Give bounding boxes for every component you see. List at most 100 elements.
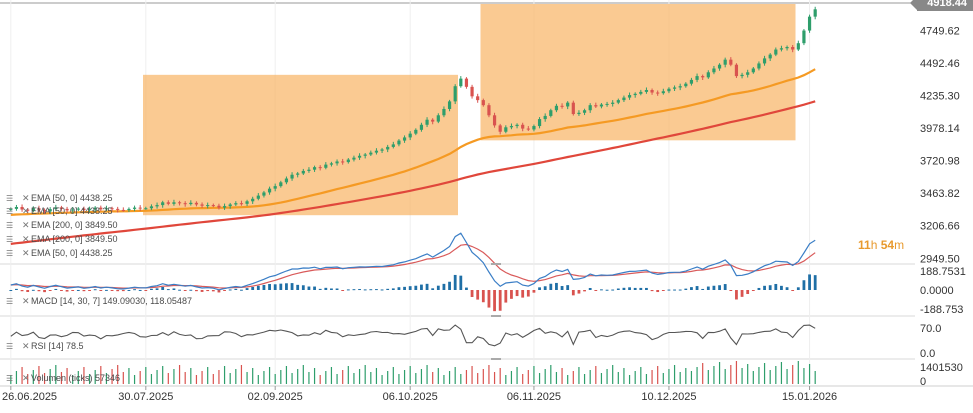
legend-ema-50-3[interactable]: ☰ ✕ EMA [50, 0] 4438.25: [6, 248, 113, 259]
candle-body: [59, 207, 64, 209]
volume-bar: [94, 370, 96, 384]
volume-bar: [657, 366, 659, 384]
candle-body: [701, 76, 705, 78]
macd-bar: [706, 286, 710, 290]
volume-bar: [392, 367, 394, 384]
candle-body: [419, 124, 424, 130]
volume-bar: [465, 370, 468, 384]
candle-body: [234, 203, 238, 205]
volume-bar: [702, 363, 704, 384]
macd-bar: [150, 288, 153, 290]
macd-bar: [296, 284, 300, 290]
date-tick-label: 06.10.2025: [383, 391, 438, 403]
macd-bar: [172, 288, 176, 290]
volume-bar: [167, 373, 169, 384]
candle-body: [622, 97, 626, 101]
volume-bar: [437, 368, 439, 384]
volume-bar: [797, 361, 799, 384]
candle-body: [414, 129, 418, 134]
price-tick-label: 3978.14: [920, 123, 960, 135]
menu-icon[interactable]: ☰: [6, 207, 13, 216]
legend-ema-200[interactable]: ☰ ✕ EMA [200, 0] 3849.50: [6, 220, 118, 231]
candle-body: [813, 9, 817, 17]
volume-bar: [381, 375, 383, 384]
menu-icon[interactable]: ☰: [6, 374, 13, 383]
candle-countdown: 11h 54m: [858, 238, 905, 252]
candle-body: [498, 125, 502, 132]
price-tick-label: 3463.82: [920, 188, 960, 200]
menu-icon[interactable]: ☰: [6, 194, 13, 203]
volume-bar: [150, 374, 153, 384]
macd-bar: [31, 289, 35, 291]
menu-icon[interactable]: ☰: [6, 342, 13, 351]
volume-bar: [325, 371, 327, 384]
candle-body: [318, 167, 322, 169]
close-icon[interactable]: ✕: [22, 296, 30, 306]
candle-body: [408, 133, 412, 138]
volume-bar: [398, 374, 400, 384]
candle-body: [239, 203, 244, 205]
candle-body: [76, 208, 80, 210]
date-tick-label: 02.09.2025: [248, 391, 303, 403]
volume-bar: [583, 374, 586, 384]
volume-bar: [747, 364, 749, 384]
macd-bar: [9, 290, 13, 291]
macd-bar: [54, 288, 58, 290]
candle-body: [425, 119, 429, 125]
candle-body: [774, 49, 778, 55]
highlight-zone-1: [143, 74, 458, 216]
volume-bar: [184, 372, 186, 384]
legend-ema-200-2[interactable]: ☰ ✕ EMA [200, 0] 3849.50: [6, 234, 118, 245]
volume-bar: [718, 362, 721, 384]
candle-body: [48, 209, 52, 212]
menu-icon[interactable]: ☰: [6, 249, 13, 258]
close-icon[interactable]: ✕: [22, 206, 30, 216]
close-icon[interactable]: ✕: [22, 220, 30, 230]
candle-body: [301, 170, 305, 174]
legend-ema-50[interactable]: ☰ ✕ EMA [50, 0] 4438.25: [6, 193, 113, 204]
candle-body: [768, 54, 772, 59]
macd-bar: [363, 289, 367, 291]
macd-bar: [268, 284, 271, 290]
candle-body: [110, 208, 114, 210]
macd-bar: [82, 290, 86, 292]
legend-ema-50-2[interactable]: ☰ ✕ EMA [50, 0] 4438.25: [6, 206, 113, 217]
volume-bar: [55, 365, 57, 384]
volume-bars: [10, 361, 816, 384]
close-icon[interactable]: ✕: [22, 193, 30, 203]
menu-icon[interactable]: ☰: [6, 297, 13, 306]
candle-body: [605, 103, 609, 105]
legend-macd[interactable]: ☰ ✕ MACD [14, 30, 7] 149.09030, 118.05487: [6, 296, 192, 307]
candle-body: [588, 105, 592, 111]
macd-bar: [228, 289, 232, 291]
volume-bar: [375, 368, 378, 384]
volume-bar: [38, 366, 40, 384]
candle-body: [526, 128, 530, 130]
menu-icon[interactable]: ☰: [6, 235, 13, 244]
candle-body: [346, 159, 350, 163]
macd-bar: [99, 290, 103, 291]
macd-bar: [701, 288, 705, 290]
close-icon[interactable]: ✕: [22, 248, 30, 258]
volume-bar: [752, 371, 754, 384]
close-icon[interactable]: ✕: [22, 234, 30, 244]
volume-bar: [420, 369, 423, 384]
candle-body: [549, 110, 553, 116]
macd-bar: [560, 286, 564, 290]
candle-body: [402, 137, 407, 141]
close-icon[interactable]: ✕: [22, 373, 30, 383]
macd-bar: [594, 290, 598, 291]
volume-bar: [460, 374, 462, 384]
legend-rsi[interactable]: ☰ ✕ RSI [14] 78.5: [6, 341, 84, 352]
volume-bar: [240, 365, 243, 384]
macd-bar: [448, 281, 451, 290]
candles: [9, 6, 817, 215]
macd-bar: [723, 284, 727, 290]
macd-bar: [476, 290, 480, 300]
close-icon[interactable]: ✕: [22, 341, 30, 351]
macd-bar: [481, 290, 485, 303]
legend-volume[interactable]: ☰ ✕ Volumen (ticks) 57346: [6, 373, 120, 384]
menu-icon[interactable]: ☰: [6, 221, 13, 230]
